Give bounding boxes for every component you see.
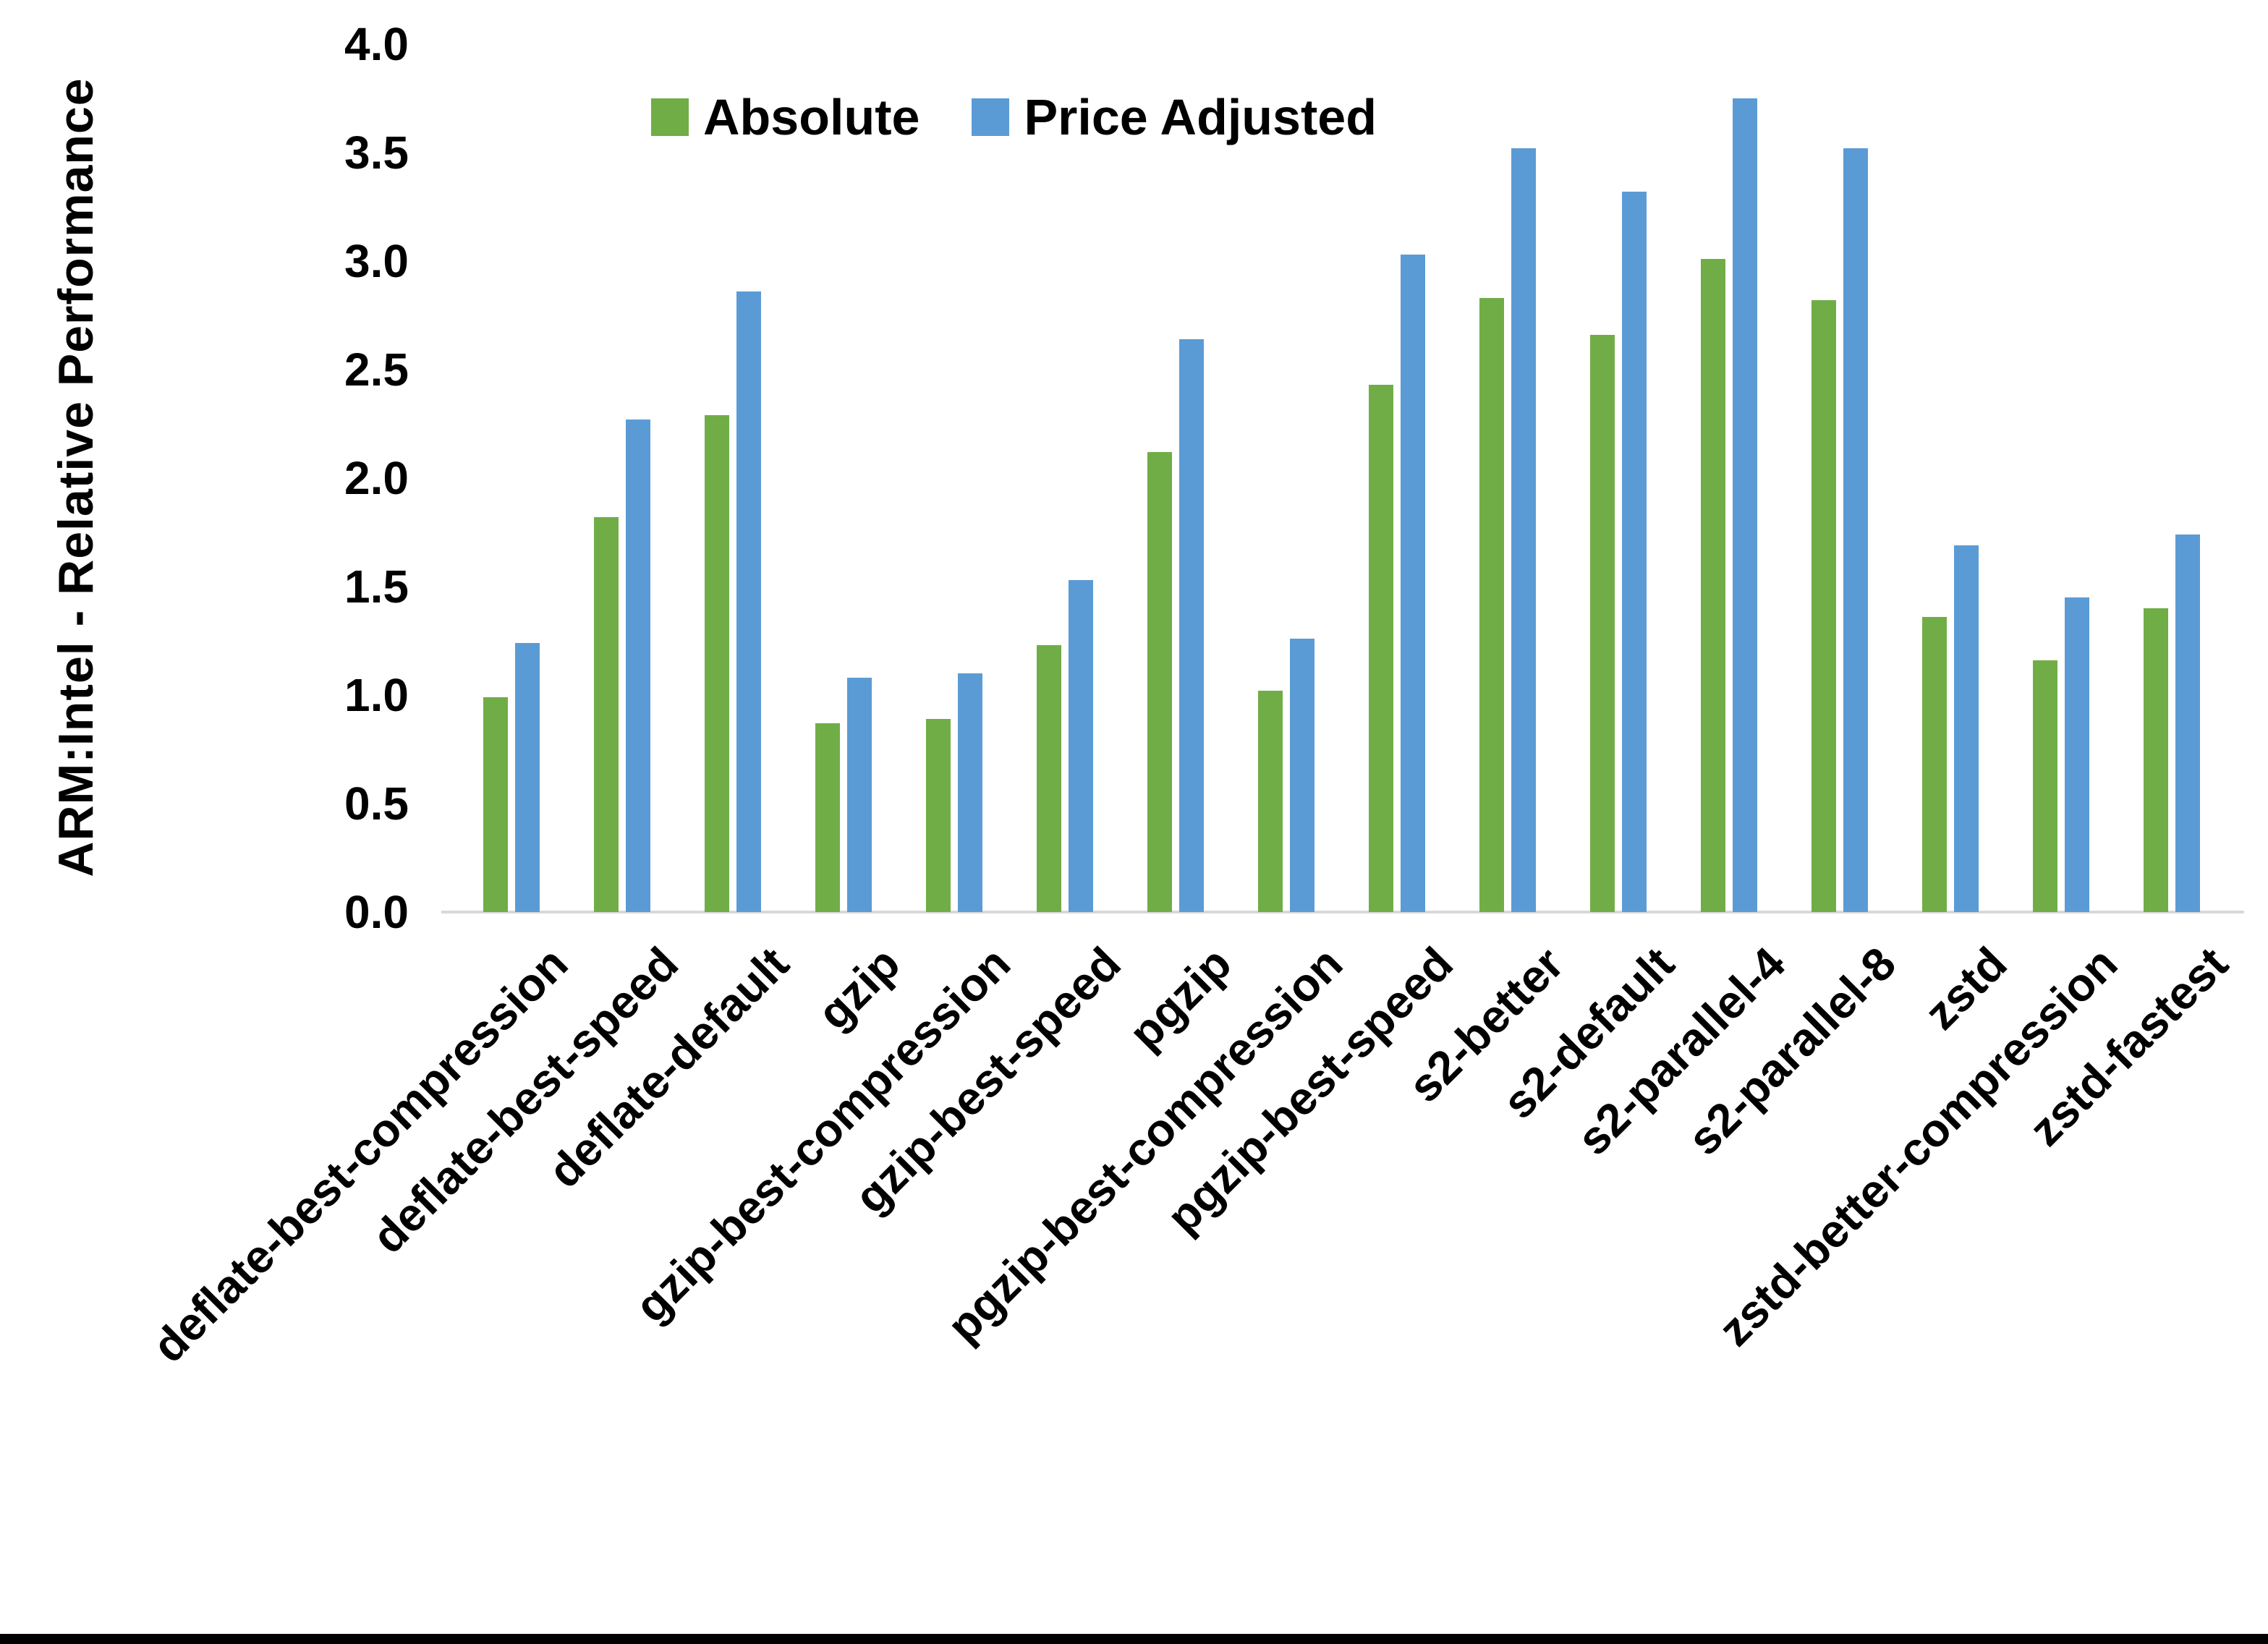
bar-group [1009,44,1120,912]
bar-absolute [925,719,951,912]
bar-group [2116,44,2227,912]
bar-group [1341,44,1452,912]
bar-group [566,44,677,912]
legend-label-absolute: Absolute [703,89,920,145]
bar-price-adjusted [957,673,982,912]
bar-absolute [2143,608,2168,912]
bar-group [1231,44,1341,912]
y-tick-label: 0.0 [344,886,409,938]
y-tick-label: 1.0 [344,669,409,721]
bar-absolute [593,517,619,912]
legend-swatch-price-adjusted [972,98,1010,136]
y-tick-label: 3.0 [344,235,409,287]
bar-absolute [1257,691,1283,912]
bar-absolute [1479,298,1504,912]
bar-price-adjusted [514,643,540,912]
bar-absolute [2032,660,2057,912]
bar-group [1120,44,1231,912]
bar-absolute [1811,300,1836,912]
bar-absolute [704,415,729,912]
bar-price-adjusted [1068,580,1093,912]
bar-group [788,44,899,912]
bar-price-adjusted [1732,98,1757,912]
bar-price-adjusted [1843,148,1868,912]
bar-group [1784,44,1895,912]
bar-price-adjusted [846,678,872,912]
bar-absolute [1036,645,1061,912]
legend-label-price-adjusted: Price Adjusted [1024,89,1377,145]
bar-price-adjusted [1621,192,1647,912]
bar-price-adjusted [1178,339,1204,912]
bar-absolute [1589,335,1615,912]
bar-price-adjusted [1953,545,1979,912]
bar-price-adjusted [1400,255,1425,912]
legend-item-absolute: Absolute [651,88,919,146]
bar-absolute [1368,385,1393,912]
x-axis-line [441,911,2244,913]
y-tick-label: 3.5 [344,127,409,179]
bar-group [677,44,788,912]
bar-price-adjusted [2064,597,2089,912]
bar-group [456,44,566,912]
bar-group [899,44,1009,912]
bar-group [2005,44,2116,912]
bar-price-adjusted [736,291,761,912]
y-tick-label: 4.0 [344,18,409,70]
y-tick-label: 0.5 [344,778,409,830]
legend: Absolute Price Adjusted [651,88,1377,146]
legend-swatch-absolute [651,98,689,136]
bar-price-adjusted [1289,639,1314,912]
bar-absolute [1147,452,1172,912]
bar-price-adjusted [2175,534,2200,912]
bar-price-adjusted [1511,148,1536,912]
y-tick-label: 1.5 [344,561,409,613]
bottom-border [0,1634,2268,1644]
y-tick-label: 2.5 [344,344,409,396]
bar-group [1673,44,1784,912]
bar-absolute [1921,617,1947,912]
bar-absolute [1700,259,1725,912]
plot-area [456,44,2227,912]
bar-absolute [815,723,840,912]
bar-group [1452,44,1563,912]
bar-price-adjusted [625,419,650,912]
y-tick-label: 2.0 [344,452,409,504]
bar-group [1563,44,1673,912]
bar-absolute [483,697,508,912]
legend-item-price-adjusted: Price Adjusted [972,88,1377,146]
x-axis-label: deflate-best-compression [142,937,578,1373]
bar-group [1895,44,2005,912]
